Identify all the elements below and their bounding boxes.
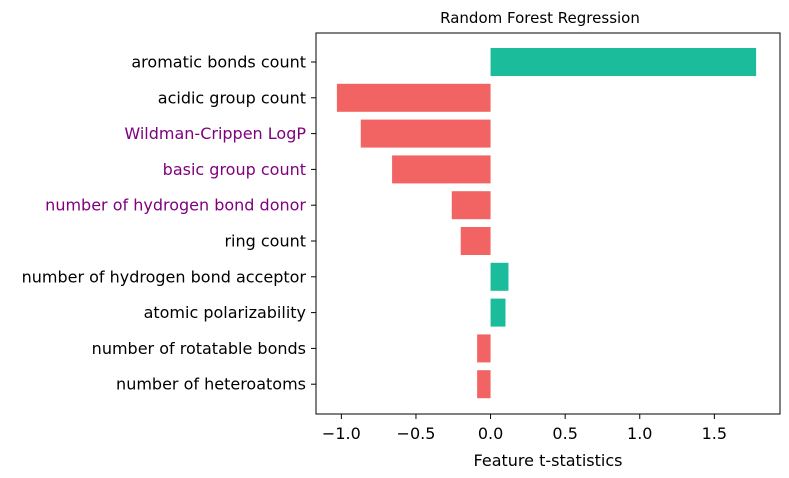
y-tick-label: number of hydrogen bond acceptor [22,267,307,286]
bar [490,262,509,291]
y-tick-label: number of heteroatoms [116,375,306,394]
bar [477,334,491,363]
y-tick-label: Wildman-Crippen LogP [124,124,306,143]
x-axis-ticks: −1.0 −0.5 0.0 0.5 1.0 1.5 [322,414,727,443]
bar [392,155,491,184]
chart-title: Random Forest Regression [440,9,640,27]
bar [336,83,491,112]
y-tick-label: atomic polarizability [144,303,306,322]
y-tick-label: aromatic bonds count [131,53,306,72]
plot-frame [315,32,781,415]
x-tick-label: −1.0 [322,424,361,443]
x-tick-label: 0.5 [552,424,577,443]
bar [490,48,757,76]
y-tick-label: number of hydrogen bond donor [45,196,306,215]
y-tick-labels: aromatic bonds count acidic group count Wi… [22,53,316,394]
y-tick-label: acidic group count [158,88,306,107]
x-tick-label: 1.0 [627,424,652,443]
bars-layer [336,48,757,399]
y-tick-label: ring count [224,232,306,251]
bar [460,227,491,255]
bar [360,119,491,148]
y-tick-label: number of rotatable bonds [92,339,306,358]
x-tick-label: −0.5 [397,424,436,443]
x-axis-label: Feature t-statistics [474,451,623,470]
x-tick-label: 0.0 [478,424,503,443]
bar [477,370,491,399]
bar [451,191,491,220]
y-tick-label: basic group count [163,160,306,179]
bar [490,298,506,327]
x-tick-label: 1.5 [702,424,727,443]
